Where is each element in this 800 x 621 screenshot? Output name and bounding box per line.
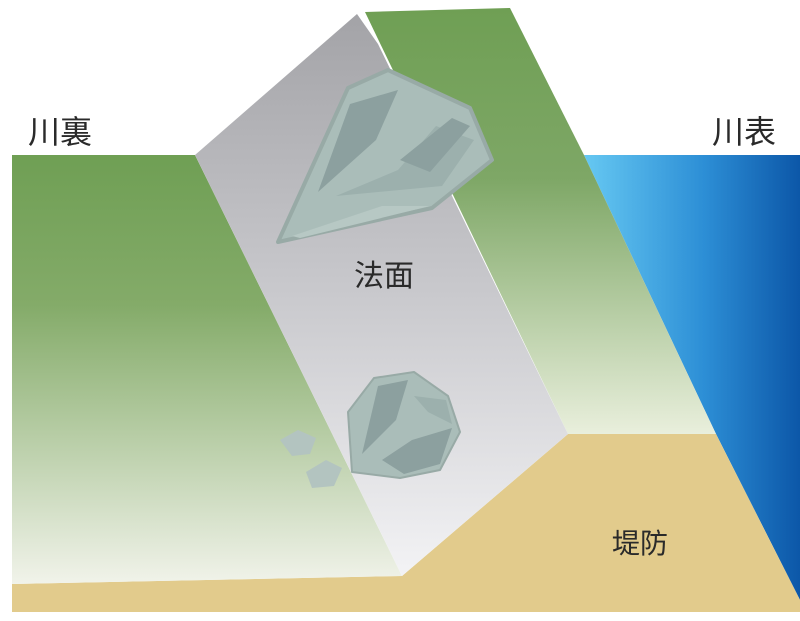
large-rock-block	[276, 68, 494, 244]
inner-ground-grass	[12, 155, 402, 584]
river-water	[584, 155, 800, 600]
embankment-soil	[12, 434, 800, 612]
slope-face-label: 法面	[354, 259, 414, 294]
riverside-inner-label: 川裏	[28, 113, 93, 151]
small-rock-block	[347, 371, 461, 479]
slope-face-erosion	[195, 14, 568, 576]
rock-fragments	[280, 430, 342, 488]
embankment-label: 堤防	[612, 527, 669, 560]
riverside-outer-label: 川表	[712, 113, 777, 151]
